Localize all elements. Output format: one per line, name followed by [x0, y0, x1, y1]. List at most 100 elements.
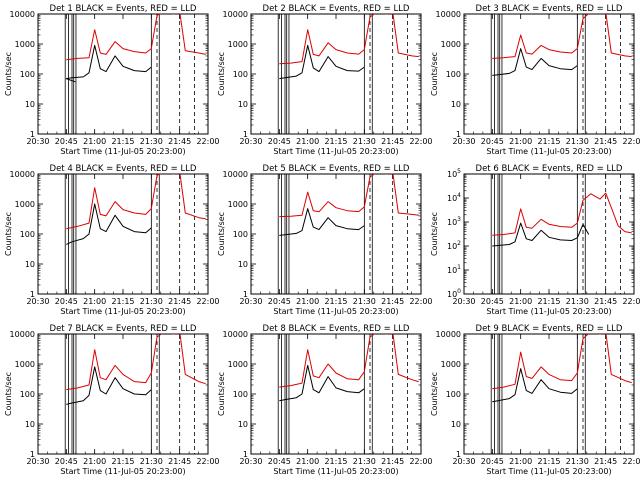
y-axis-label: Counts/sec: [4, 372, 13, 416]
series-group: [492, 192, 632, 247]
x-tick-label: 21:15: [324, 137, 347, 146]
detector-panel-4: 1 10 100 1000 10000 20:30 20:45 21:00 21:15 21:30…: [4, 164, 220, 316]
y-tick-label: 10: [25, 420, 35, 429]
y-axis: 1 10 100 1000 10000: [223, 330, 421, 459]
y-tick-label: 1000: [15, 360, 35, 369]
x-tick-label: 20:45: [268, 297, 291, 306]
x-tick-label: 21:30: [140, 297, 163, 306]
lld-series-line: [279, 174, 419, 218]
y-tick-label: 105: [447, 168, 461, 179]
lld-series-line: [492, 334, 632, 390]
x-axis: 20:30 20:45 21:00 21:15 21:30 21:45 22:00: [452, 334, 640, 466]
x-tick-label: 20:30: [452, 137, 475, 146]
x-tick-label: 21:30: [566, 297, 589, 306]
event-markers: [277, 174, 408, 294]
y-axis-label: Counts/sec: [4, 52, 13, 96]
x-tick-label: 20:30: [452, 297, 475, 306]
x-tick-label: 20:30: [239, 457, 262, 466]
x-axis: 20:30 20:45 21:00 21:15 21:30 21:45 22:00: [239, 14, 433, 146]
y-tick-label: 100: [233, 70, 248, 79]
x-axis-label: Start Time (11-Jul-05 20:23:00): [486, 307, 611, 316]
y-tick-label: 1: [456, 130, 461, 139]
events-series-line: [66, 203, 152, 245]
x-tick-label: 20:45: [55, 457, 78, 466]
y-tick-label: 1000: [228, 360, 248, 369]
x-axis-label: Start Time (11-Jul-05 20:23:00): [486, 467, 611, 476]
detector-panel-9: 1 10 100 1000 10000 20:30 20:45 21:00 21:15 21:30…: [430, 324, 640, 476]
y-tick-label: 10000: [10, 170, 35, 179]
x-tick-label: 21:15: [537, 137, 560, 146]
x-tick-label: 22:00: [409, 297, 432, 306]
y-tick-label: 1: [30, 130, 35, 139]
x-tick-label: 21:30: [353, 137, 376, 146]
y-tick-label: 100: [446, 70, 461, 79]
y-tick-label: 103: [447, 216, 461, 227]
x-tick-label: 21:30: [353, 457, 376, 466]
y-tick-label: 100: [447, 288, 461, 299]
y-tick-label: 10000: [223, 170, 248, 179]
detector-panel-2: 1 10 100 1000 10000 20:30 20:45 21:00 21:15 21:30…: [217, 4, 433, 156]
event-markers: [277, 14, 408, 134]
y-tick-label: 10000: [223, 330, 248, 339]
x-axis: 20:30 20:45 21:00 21:15 21:30 21:45 22:00: [452, 14, 640, 146]
event-markers: [64, 14, 195, 134]
y-tick-label: 10000: [223, 10, 248, 19]
panel-title: Det 7 BLACK = Events, RED = LLD: [50, 324, 197, 334]
y-tick-label: 1000: [228, 40, 248, 49]
x-tick-label: 21:45: [594, 137, 617, 146]
lld-series-line: [66, 174, 206, 230]
x-tick-label: 20:30: [239, 137, 262, 146]
y-tick-label: 10: [238, 100, 248, 109]
y-tick-label: 1: [243, 130, 248, 139]
y-tick-label: 1: [243, 450, 248, 459]
series-group: [65, 14, 206, 83]
x-tick-label: 21:00: [509, 457, 532, 466]
x-tick-label: 22:00: [409, 137, 432, 146]
event-markers: [490, 174, 621, 294]
y-axis-label: Counts/sec: [430, 52, 439, 96]
x-axis-label: Start Time (11-Jul-05 20:23:00): [60, 467, 185, 476]
y-tick-label: 1000: [15, 200, 35, 209]
x-tick-label: 20:45: [481, 297, 504, 306]
y-tick-label: 100: [446, 390, 461, 399]
x-tick-label: 22:00: [409, 457, 432, 466]
x-tick-label: 21:30: [566, 137, 589, 146]
y-tick-label: 10: [238, 260, 248, 269]
detector-panel-3: 1 10 100 1000 10000 20:30 20:45 21:00 21:15 21:30…: [430, 4, 640, 156]
y-tick-label: 101: [447, 264, 461, 275]
x-tick-label: 22:00: [196, 137, 219, 146]
y-axis: 1 10 100 1000 10000: [223, 10, 421, 139]
x-tick-label: 22:00: [622, 137, 640, 146]
x-axis: 20:30 20:45 21:00 21:15 21:30 21:45 22:00: [26, 14, 220, 146]
panel-title: Det 4 BLACK = Events, RED = LLD: [50, 164, 197, 174]
x-tick-label: 21:00: [509, 297, 532, 306]
x-tick-label: 21:15: [324, 457, 347, 466]
plot-frame: [463, 173, 635, 295]
y-axis-label: Counts/sec: [430, 212, 439, 256]
x-tick-label: 21:00: [296, 297, 319, 306]
y-axis-label: Counts/sec: [430, 372, 439, 416]
y-tick-label: 104: [447, 192, 461, 203]
x-tick-label: 20:30: [452, 457, 475, 466]
x-axis-label: Start Time (11-Jul-05 20:23:00): [273, 147, 398, 156]
y-tick-label: 100: [20, 230, 35, 239]
series-group: [279, 334, 419, 402]
x-tick-label: 21:45: [594, 457, 617, 466]
x-axis-label: Start Time (11-Jul-05 20:23:00): [60, 307, 185, 316]
y-axis: 1 10 100 1000 10000: [436, 330, 634, 459]
events-series-line: [492, 368, 578, 403]
y-tick-label: 100: [233, 390, 248, 399]
events-series-line: [279, 208, 365, 236]
x-tick-label: 21:30: [140, 457, 163, 466]
panel-title: Det 3 BLACK = Events, RED = LLD: [476, 4, 623, 14]
y-axis: 1 10 100 1000 10000: [10, 330, 208, 459]
panel-title: Det 9 BLACK = Events, RED = LLD: [476, 324, 623, 334]
x-axis: 20:30 20:45 21:00 21:15 21:30 21:45 22:00: [26, 174, 220, 306]
x-tick-label: 21:45: [594, 297, 617, 306]
y-tick-label: 10000: [10, 10, 35, 19]
x-axis: 20:30 20:45 21:00 21:15 21:30 21:45 22:00: [239, 174, 433, 306]
y-tick-label: 10: [238, 420, 248, 429]
y-tick-label: 10: [451, 420, 461, 429]
y-tick-label: 1000: [228, 200, 248, 209]
x-tick-label: 21:30: [566, 457, 589, 466]
